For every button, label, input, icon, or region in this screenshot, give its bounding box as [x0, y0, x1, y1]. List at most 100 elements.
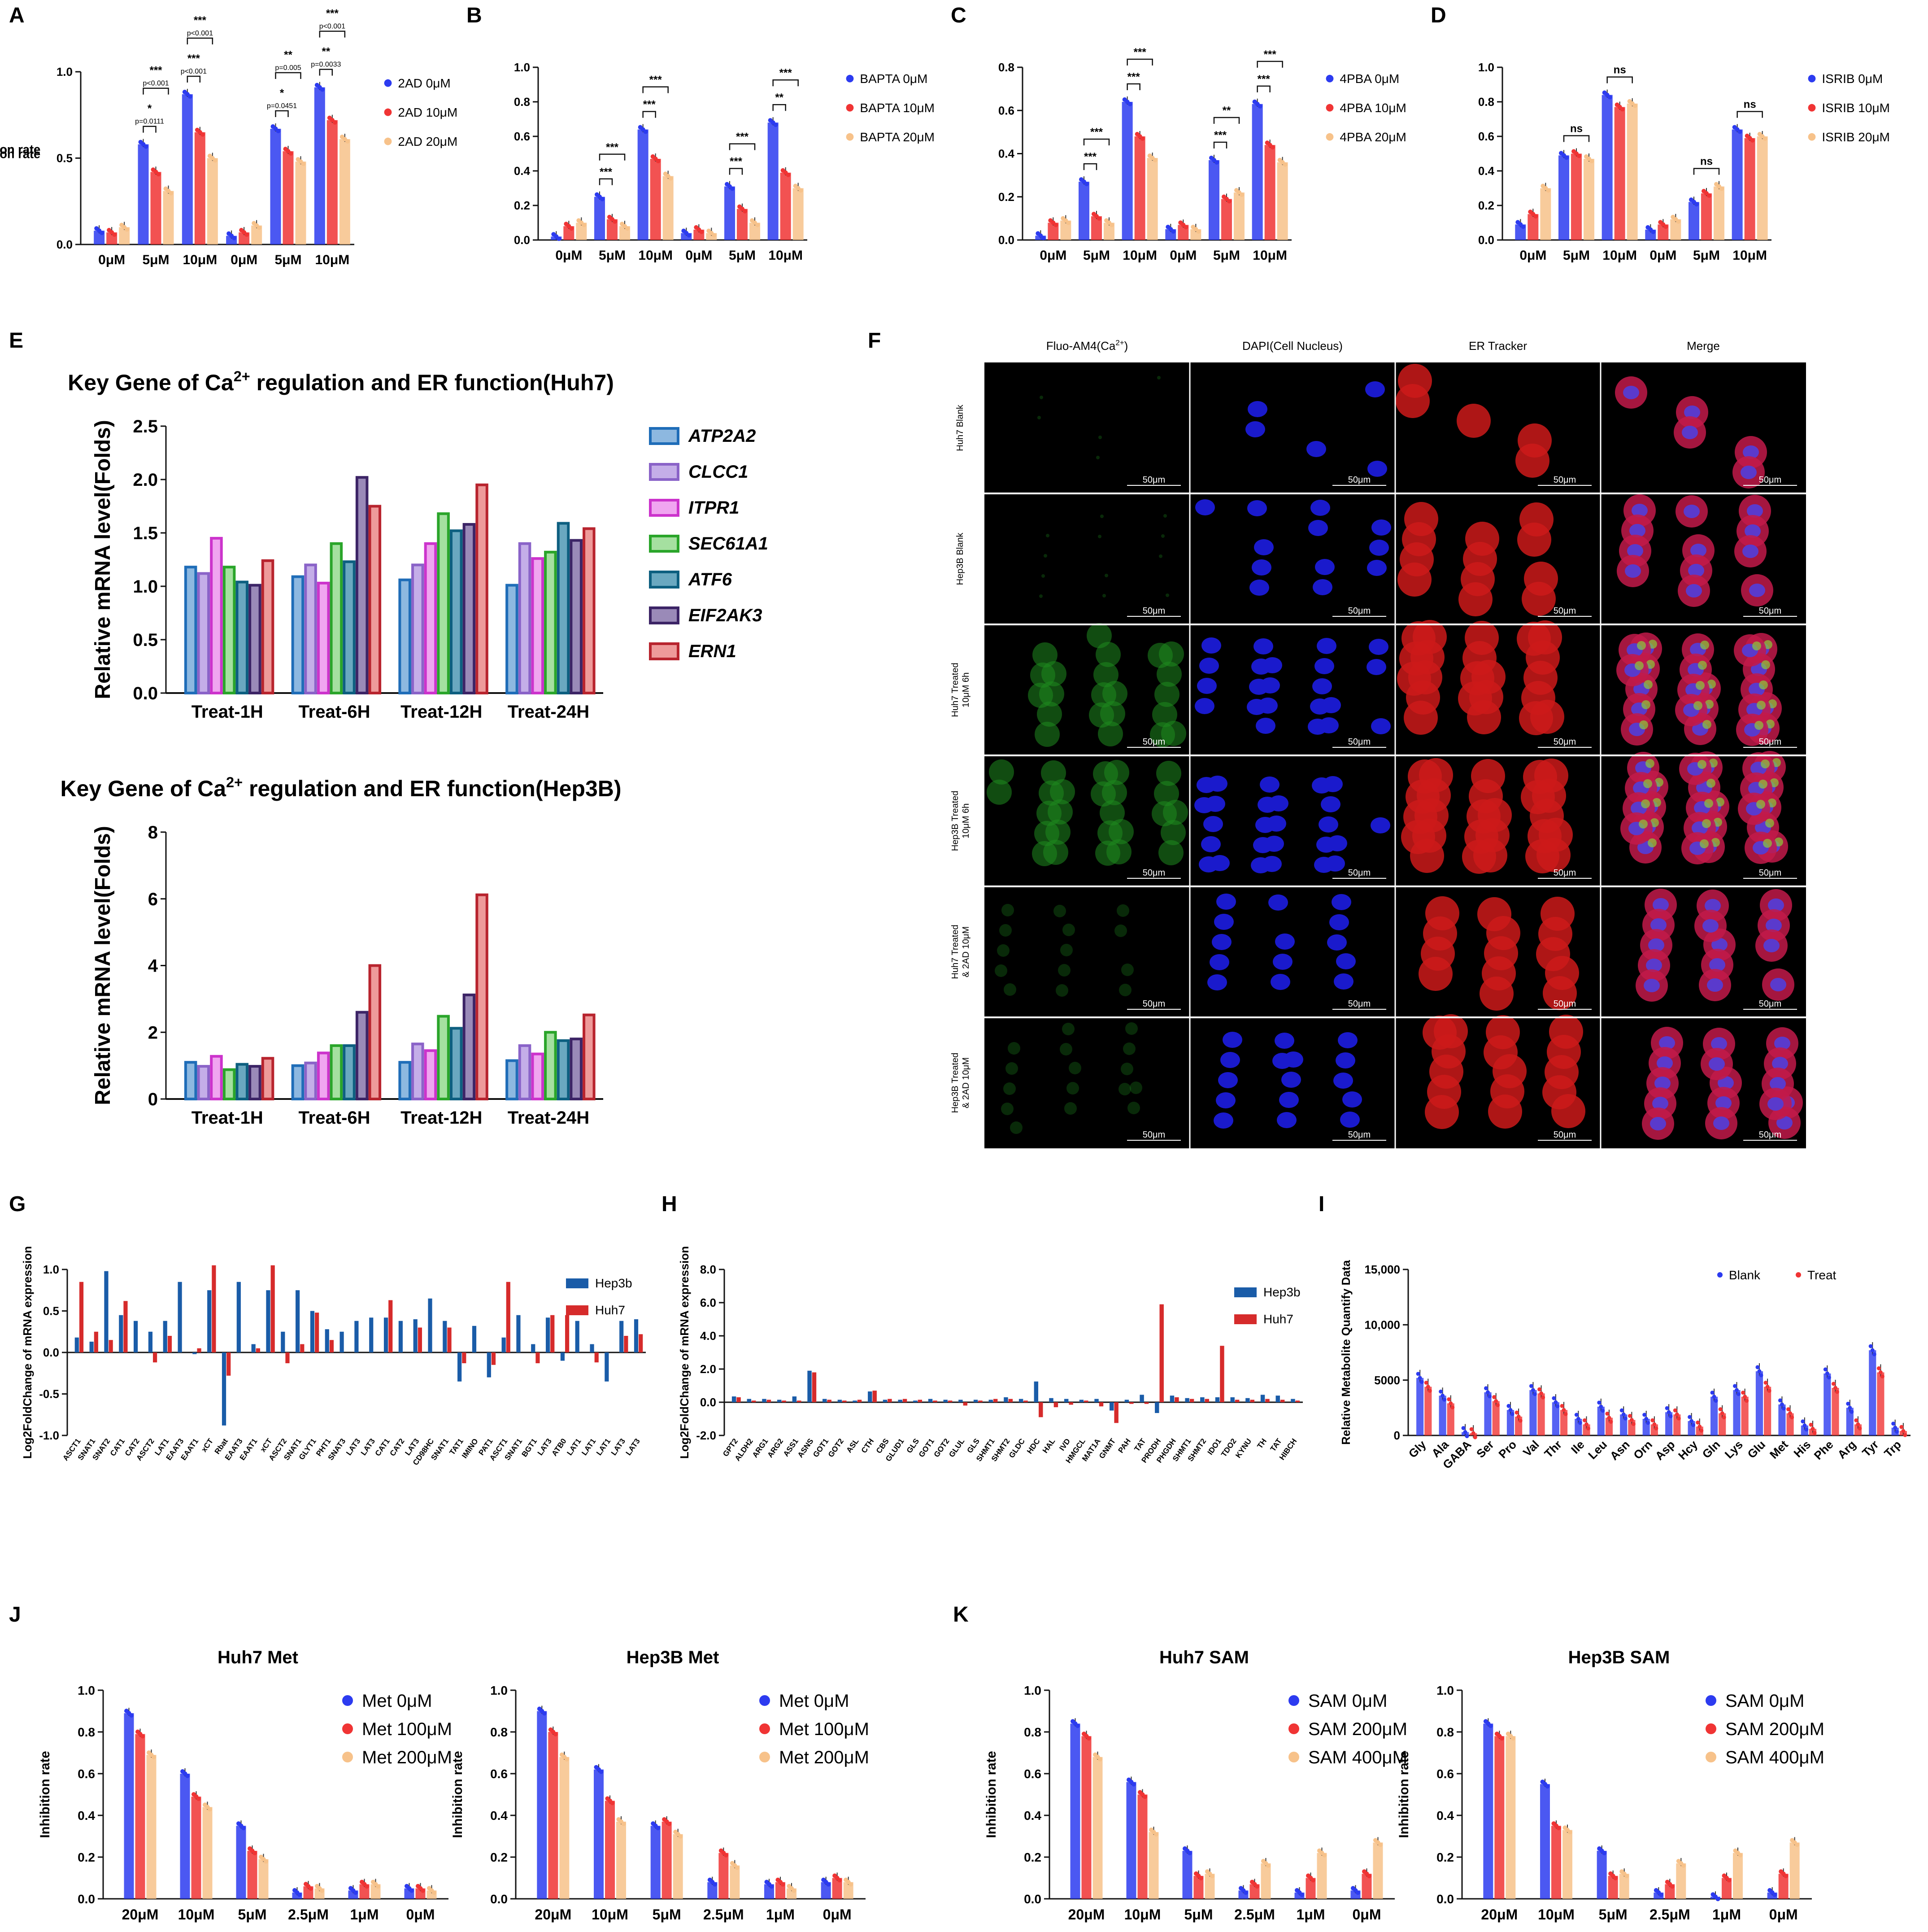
panel-i-x-tick-label: Lys: [1722, 1438, 1745, 1461]
er-signal: [1488, 1095, 1522, 1129]
nucleus: [1195, 698, 1214, 714]
panel-b-y-tick-label: 0.0: [514, 233, 530, 247]
panel-h-x-tick-label: TAT: [1133, 1437, 1148, 1453]
panel-h-bar: [1069, 1402, 1073, 1405]
panel-k-chart-1-bar: [1137, 1794, 1148, 1899]
panel-e-huh7-bar: [210, 536, 223, 695]
panel-k-chart-2-legend-label: SAM 400μM: [1725, 1748, 1824, 1767]
scale-bar-label: 50μm: [1759, 868, 1781, 878]
merge-nucleus: [1767, 1097, 1784, 1111]
nucleus: [1313, 579, 1332, 595]
legend-label: Huh7: [1263, 1312, 1293, 1326]
panel-e-huh7-x-tick-label: Treat-12H: [400, 702, 482, 722]
panel-h-bar: [842, 1400, 847, 1402]
panel-i-point: [1876, 1366, 1881, 1370]
panel-i-bar: [1529, 1390, 1537, 1435]
panel-h-bar: [978, 1400, 983, 1402]
panel-j-chart-1-point: [208, 1807, 212, 1812]
nucleus: [1310, 500, 1330, 516]
panel-j-chart-1-x-tick-label: 1μM: [350, 1906, 379, 1923]
panel-h-x-tick-label: HDC: [1025, 1437, 1042, 1455]
panel-h-bar: [918, 1400, 922, 1402]
panel-e-hep3b-bar: [544, 1031, 557, 1100]
panel-h-bar: [1205, 1399, 1209, 1402]
significance-star: ***: [1214, 129, 1227, 141]
panel-i-point: [1878, 1370, 1883, 1374]
panel-a-point: [320, 87, 325, 92]
panel-h-bar: [1114, 1402, 1119, 1423]
panel-g-bar: [398, 1321, 403, 1352]
panel-j-chart-2-point: [792, 1888, 796, 1893]
panel-b-legend-marker: [846, 133, 854, 141]
panel-d-y-tick-label: 0.6: [1478, 130, 1494, 143]
panel-e-huh7-x-tick-label: Treat-6H: [298, 702, 370, 722]
panel-k-chart-1-bar: [1182, 1851, 1192, 1899]
er-signal: [1419, 957, 1453, 991]
column-header: ER Tracker: [1469, 339, 1527, 353]
panel-k-chart-1-x-tick-label: 2.5μM: [1234, 1906, 1275, 1923]
merge-green: [1704, 799, 1713, 808]
panel-k-chart-2-point: [1715, 1897, 1720, 1901]
panel-j-chart-1-point: [252, 1851, 257, 1856]
panel-label-i: I: [1319, 1192, 1324, 1216]
fluo-signal: [1156, 761, 1181, 786]
panel-i-bar: [1755, 1371, 1763, 1435]
panel-g-bar: [153, 1352, 157, 1363]
panel-j-chart-1-point: [152, 1755, 156, 1760]
panel-a-bar: [194, 132, 205, 244]
significance-bracket: [1083, 138, 1110, 146]
merge-green: [1643, 779, 1652, 788]
panel-h-bar: [1049, 1398, 1053, 1402]
significance-star: ***: [606, 141, 619, 153]
panel-h-x-tick-label: CTH: [860, 1437, 876, 1455]
p-value-label: p<0.001: [181, 68, 207, 75]
panel-j-chart-1-legend-label: Met 0μM: [362, 1691, 432, 1711]
panel-i-point: [1510, 1412, 1515, 1416]
panel-i-point: [1628, 1413, 1632, 1418]
panel-c-bar: [1264, 145, 1275, 240]
panel-h-x-tick-label: GOT2: [932, 1437, 951, 1459]
panel-e-huh7-bar: [518, 542, 531, 695]
panel-i-x-tick-label: Asp: [1653, 1438, 1678, 1463]
panel-i-point: [1541, 1395, 1545, 1400]
panel-j-chart-1-y-tick-label: 0.4: [78, 1809, 95, 1823]
panel-e-hep3b-bar: [570, 1038, 583, 1100]
panel-d-y-tick-label: 0.0: [1478, 233, 1494, 247]
panel-d-x-tick-label: 0μM: [1649, 248, 1676, 263]
scale-bar-label: 50μm: [1348, 1130, 1371, 1140]
panel-i-point: [1562, 1408, 1566, 1412]
nucleus: [1199, 856, 1219, 872]
panel-h-bar: [1034, 1381, 1039, 1402]
panel-e-huh7-bar: [355, 476, 369, 694]
panel-c-point: [1153, 158, 1158, 163]
panel-k-chart-2-bar: [1540, 1784, 1550, 1899]
er-signal: [1525, 839, 1559, 873]
panel-b-y-tick-label: 0.8: [514, 95, 530, 109]
legend-label: EIF2AK3: [688, 606, 762, 625]
fluo-signal: [1098, 436, 1102, 439]
panel-j-chart-2-y-tick-label: 0.8: [490, 1725, 508, 1739]
row-label: Huh7 Blank: [955, 404, 965, 451]
significance-star: ns: [1570, 123, 1583, 135]
panel-i-point: [1463, 1430, 1467, 1435]
panel-c-point: [1053, 222, 1058, 227]
legend-marker: [1796, 1272, 1801, 1278]
panel-g-bar: [119, 1315, 123, 1352]
legend-label: ATF6: [688, 570, 732, 589]
legend-swatch: [649, 606, 679, 624]
panel-e-huh7-y-tick-label: 1.0: [133, 577, 158, 597]
panel-j-chart-1-bar: [135, 1734, 145, 1899]
panel-i-point: [1781, 1406, 1786, 1411]
legend-label: Hep3b: [595, 1276, 632, 1290]
panel-j-chart-2-legend-label: Met 0μM: [779, 1691, 849, 1711]
panel-i-point: [1469, 1427, 1474, 1431]
panel-e-huh7-bar: [343, 560, 356, 694]
panel-e-huh7-bar: [330, 542, 343, 695]
fluo-signal: [995, 964, 1007, 977]
panel-e-huh7: E Key Gene of Ca2+ regulation and ER func…: [9, 329, 768, 722]
panel-i-point: [1675, 1412, 1679, 1417]
panel-j-chart-2-point: [610, 1801, 615, 1806]
panel-b-x-tick-label: 10μM: [638, 248, 673, 263]
panel-k-chart-2-x-tick-label: 20μM: [1481, 1906, 1518, 1923]
panel-k-chart-1-y-tick-label: 1.0: [1024, 1683, 1041, 1697]
